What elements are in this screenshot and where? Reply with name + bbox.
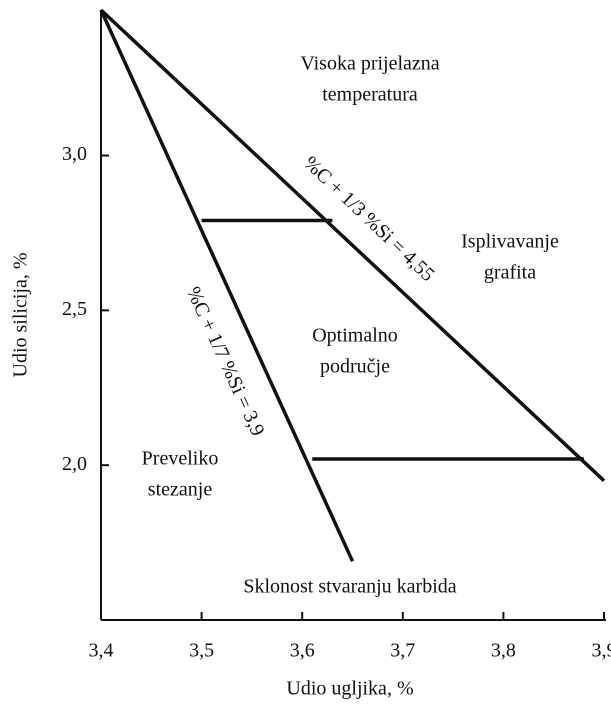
x-tick-label: 3,8: [491, 640, 516, 662]
x-tick-label: 3,5: [189, 640, 214, 662]
y-tick-label: 2,0: [62, 453, 87, 475]
annotation: %C + 1/7 %Si = 3,9: [182, 283, 269, 439]
x-tick-label: 3,9: [592, 640, 611, 662]
annotation: temperatura: [322, 84, 418, 106]
y-tick-label: 3,0: [62, 143, 87, 165]
annotation: Visoka prijelazna: [300, 53, 439, 75]
x-axis-label: Udio ugljika, %: [286, 678, 413, 700]
line: [99, 9, 355, 562]
annotation: stezanje: [148, 479, 213, 501]
annotation: Sklonost stvaranju karbida: [243, 576, 456, 598]
annotation: Optimalno: [312, 325, 398, 347]
x-tick-label: 3,6: [290, 640, 315, 662]
annotation: Preveliko: [142, 448, 219, 470]
y-tick-label: 2,5: [62, 298, 87, 320]
line: [99, 8, 606, 482]
x-tick-label: 3,4: [89, 640, 114, 662]
annotation: područje: [320, 356, 390, 378]
annotation: Isplivavanje: [461, 231, 559, 253]
x-tick-label: 3,7: [390, 640, 415, 662]
y-axis-label: Udio silicija, %: [10, 253, 32, 378]
annotation: grafita: [484, 262, 536, 284]
